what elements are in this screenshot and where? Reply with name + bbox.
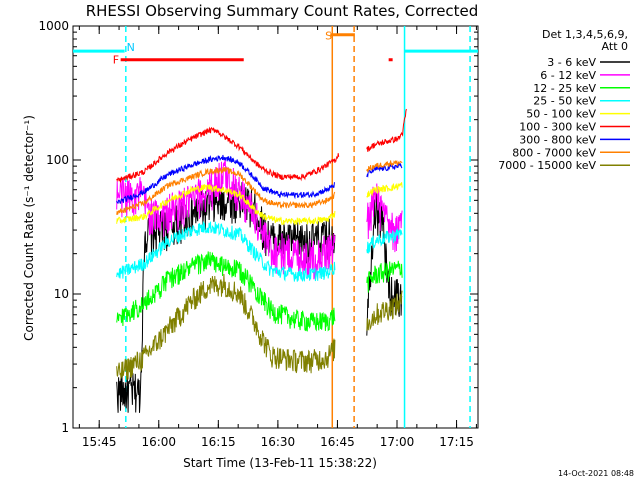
legend-label-5: 50 - 100 keV — [526, 108, 596, 121]
legend-label-2: 6 - 12 keV — [540, 69, 596, 82]
x-tick-label: 17:00 — [380, 435, 415, 449]
series-line-3 — [116, 251, 336, 332]
legend-label-1: 3 - 6 keV — [547, 56, 596, 69]
series-line-7 — [116, 154, 335, 204]
series-line-6-segment-2 — [366, 108, 407, 152]
annotation-label: F — [113, 54, 119, 67]
legend-label-6: 100 - 300 keV — [519, 121, 596, 134]
series-line-4 — [116, 221, 336, 282]
x-tick-label: 16:15 — [201, 435, 236, 449]
series-line-8 — [116, 166, 336, 215]
y-tick-label: 100 — [46, 153, 69, 167]
x-tick-label: 17:15 — [439, 435, 474, 449]
x-tick-label: 16:45 — [320, 435, 355, 449]
series-line-6 — [116, 126, 340, 183]
series-line-9-segment-2 — [366, 290, 403, 331]
series-line-3-segment-2 — [366, 260, 403, 293]
series-line-2 — [116, 159, 336, 280]
legend-label-8: 800 - 7000 keV — [512, 146, 596, 159]
legend-label-4: 25 - 50 keV — [533, 95, 596, 108]
annotation-label: N — [127, 41, 135, 54]
y-tick-label: 10 — [54, 287, 69, 301]
legend-label-9: 7000 - 15000 keV — [498, 159, 596, 172]
plot-frame — [72, 25, 479, 429]
y-tick-label: 1 — [61, 421, 69, 435]
legend-label-7: 300 - 800 keV — [519, 133, 596, 146]
annotation-label: S — [325, 29, 332, 42]
legend-label-3: 12 - 25 keV — [533, 82, 596, 95]
x-tick-label: 15:45 — [82, 435, 117, 449]
series-line-4-segment-2 — [366, 228, 403, 254]
series-line-1 — [116, 182, 336, 413]
legend-header: Det 1,3,4,5,6,9, — [542, 28, 628, 41]
plot-area: 1 10 100 1000 15:45 16:00 16:15 16:30 16:45 17:00… — [38, 19, 479, 449]
x-axis-label: Start Time (13-Feb-11 15:38:22) — [183, 456, 377, 470]
legend-header: Att 0 — [602, 40, 628, 53]
y-tick-label: 1000 — [38, 19, 69, 33]
chart-title: RHESSI Observing Summary Count Rates, Co… — [86, 2, 479, 20]
series-line-2-segment-2 — [366, 183, 403, 253]
series-line-5-segment-2 — [366, 182, 403, 198]
series-line-9 — [116, 273, 336, 380]
y-axis-label: Corrected Count Rate (s⁻¹ detector⁻¹) — [22, 115, 36, 341]
x-tick-label: 16:30 — [261, 435, 296, 449]
series-line-5 — [116, 183, 336, 226]
x-tick-label: 16:00 — [141, 435, 176, 449]
timestamp: 14-Oct-2021 08:48 — [558, 469, 634, 478]
series-line-8-segment-2 — [366, 160, 403, 173]
